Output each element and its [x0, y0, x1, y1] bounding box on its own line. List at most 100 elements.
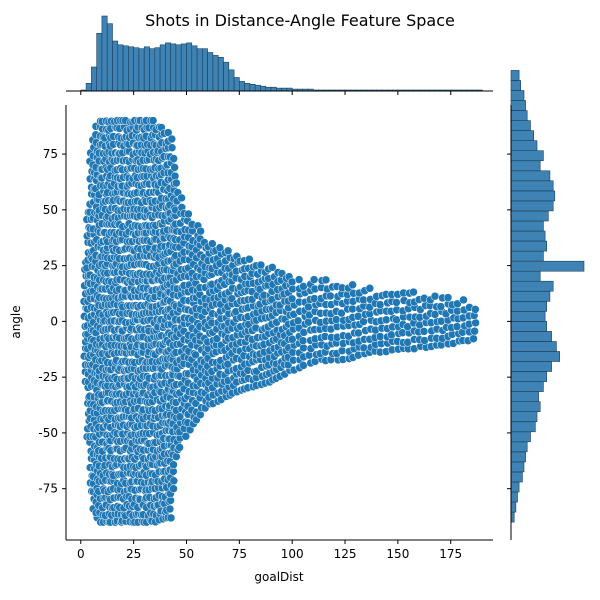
x-histogram-bar — [207, 52, 214, 92]
y-histogram-bar — [510, 100, 526, 111]
x-histogram-bar — [112, 40, 119, 92]
scatter-point — [348, 304, 357, 314]
x-histogram-bar — [159, 44, 166, 92]
x-histogram-bar — [228, 69, 235, 92]
scatter-point — [326, 291, 335, 301]
scatter-point — [167, 143, 177, 152]
scatter-point — [365, 284, 375, 293]
y-histogram-bar — [510, 160, 541, 172]
scatter-point — [337, 346, 347, 355]
y-histogram-bar — [510, 321, 548, 332]
scatter-point — [170, 171, 180, 181]
scatter-point — [299, 343, 308, 353]
x-axis-label: goalDist — [254, 570, 303, 584]
y-histogram-bar — [510, 481, 520, 493]
x-histogram-bar — [191, 45, 198, 92]
y-histogram-bar — [510, 461, 525, 473]
y-histogram-bar — [510, 110, 528, 121]
scatter-point — [169, 460, 178, 469]
y-histogram-bar — [510, 381, 544, 392]
x-histogram-bar — [265, 86, 272, 92]
y-histogram-bar — [510, 90, 525, 101]
x-tick-label: 150 — [386, 547, 409, 561]
scatter-point — [382, 315, 391, 325]
scatter-point — [191, 350, 200, 360]
y-axis-label: angle — [9, 305, 23, 338]
scatter-point — [375, 300, 385, 309]
scatter-point — [471, 318, 480, 328]
scatter-point — [227, 294, 237, 303]
y-histogram-bar — [510, 130, 535, 141]
scatter-point — [166, 513, 176, 523]
x-histogram-bar — [96, 32, 103, 92]
y-histogram-bar — [510, 230, 546, 242]
y-histogram-bar — [510, 351, 561, 362]
scatter-point — [169, 476, 179, 486]
scatter-point — [430, 291, 440, 301]
y-histogram-bar — [510, 200, 554, 212]
x-tick-label: 175 — [439, 547, 462, 561]
y-histogram-bar — [510, 140, 538, 151]
scatter-point — [175, 443, 184, 452]
scatter-point — [177, 193, 186, 203]
x-histogram-bar — [154, 47, 161, 92]
x-histogram-bar — [244, 83, 251, 92]
scatter-point — [256, 260, 266, 270]
scatter-point — [459, 295, 468, 305]
x-histogram-bar — [106, 23, 113, 92]
scatter-point — [321, 275, 331, 285]
scatter-point — [223, 359, 233, 369]
y-histogram-bar — [510, 120, 531, 131]
x-histogram-bar — [196, 48, 203, 92]
x-histogram-bar — [212, 55, 219, 92]
scatter-point — [294, 275, 304, 284]
y-tick-label: 50 — [43, 203, 58, 217]
scatter-point — [196, 410, 205, 419]
y-histogram-bar — [510, 190, 556, 202]
scatter-point — [268, 263, 277, 272]
scatter-point — [196, 226, 205, 236]
y-histogram-bar — [510, 70, 520, 81]
scatter-point — [299, 282, 308, 291]
y-histogram-bar — [510, 240, 548, 252]
scatter-point — [471, 305, 480, 314]
scatter-point — [304, 317, 313, 327]
y-histogram-bar — [510, 150, 544, 161]
scatter-point — [419, 327, 429, 336]
y-ticks: -75 -50 -25 0 25 50 75 — [38, 147, 511, 496]
x-histogram-bar — [186, 42, 193, 92]
y-histogram-bar — [510, 310, 546, 322]
y-histogram-bar — [510, 300, 548, 312]
y-histogram-bar — [510, 431, 531, 443]
x-histogram-bar — [122, 45, 129, 92]
x-tick-label: 100 — [281, 547, 304, 561]
x-ticks: 0 25 50 75 100 125 150 175 — [77, 91, 462, 561]
y-histogram-bar — [510, 260, 585, 272]
scatter-point — [299, 361, 308, 370]
y-tick-label: -50 — [38, 426, 58, 440]
scatter-point — [184, 209, 193, 219]
y-histogram-bar — [510, 331, 552, 342]
x-histogram-bar — [217, 56, 224, 92]
y-histogram-bar — [510, 451, 526, 463]
y-histogram-bar — [510, 401, 541, 413]
x-histogram-bar — [138, 48, 145, 92]
scatter-point — [375, 332, 385, 341]
x-histogram-bar — [133, 47, 140, 92]
x-histogram-bar — [91, 66, 98, 92]
x-histogram-bar — [239, 81, 245, 92]
scatter-point — [167, 134, 177, 144]
x-histogram-bar — [143, 46, 150, 92]
y-histogram-bar — [510, 270, 541, 282]
y-histogram-bar — [510, 441, 528, 453]
x-histogram-bar — [223, 61, 230, 92]
y-histogram-bar — [510, 210, 549, 222]
scatter-point — [163, 128, 173, 137]
scatter-point — [436, 302, 446, 311]
scatter-point — [403, 322, 412, 331]
scatter-point — [293, 316, 303, 326]
y-histogram-bar — [510, 180, 554, 192]
y-histogram-bar — [510, 170, 551, 182]
chart-title: Shots in Distance-Angle Feature Space — [145, 11, 455, 30]
